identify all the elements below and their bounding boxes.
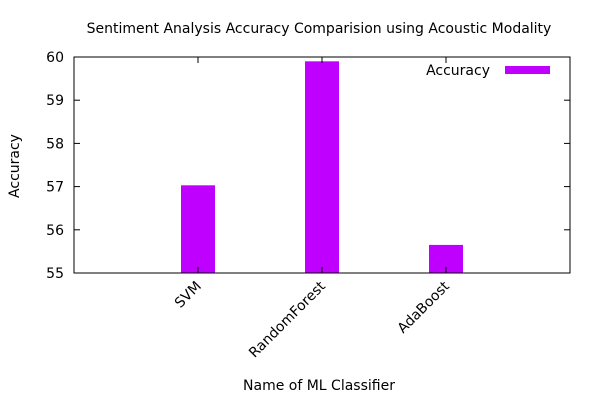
y-tick-label: 55 bbox=[46, 266, 64, 282]
x-tick-label: RandomForest bbox=[246, 278, 329, 361]
y-axis-label: Accuracy bbox=[7, 134, 23, 198]
x-tick-label: SVM bbox=[172, 279, 205, 312]
y-tick-label: 56 bbox=[46, 223, 64, 239]
x-axis-label: Name of ML Classifier bbox=[243, 378, 395, 394]
legend: Accuracy bbox=[426, 63, 550, 79]
y-tick-label: 57 bbox=[46, 180, 64, 196]
y-tick-label: 58 bbox=[46, 136, 64, 152]
x-tick-label: AdaBoost bbox=[395, 278, 454, 337]
chart-title: Sentiment Analysis Accuracy Comparision … bbox=[87, 21, 552, 37]
y-tick-label: 60 bbox=[46, 50, 64, 66]
bars-layer bbox=[181, 61, 463, 273]
plot-frame bbox=[73, 56, 571, 274]
bar-randomforest bbox=[305, 61, 339, 273]
y-tick-label: 59 bbox=[46, 93, 64, 109]
legend-label: Accuracy bbox=[426, 63, 490, 79]
legend-swatch bbox=[505, 66, 550, 74]
bar-svm bbox=[181, 185, 215, 273]
